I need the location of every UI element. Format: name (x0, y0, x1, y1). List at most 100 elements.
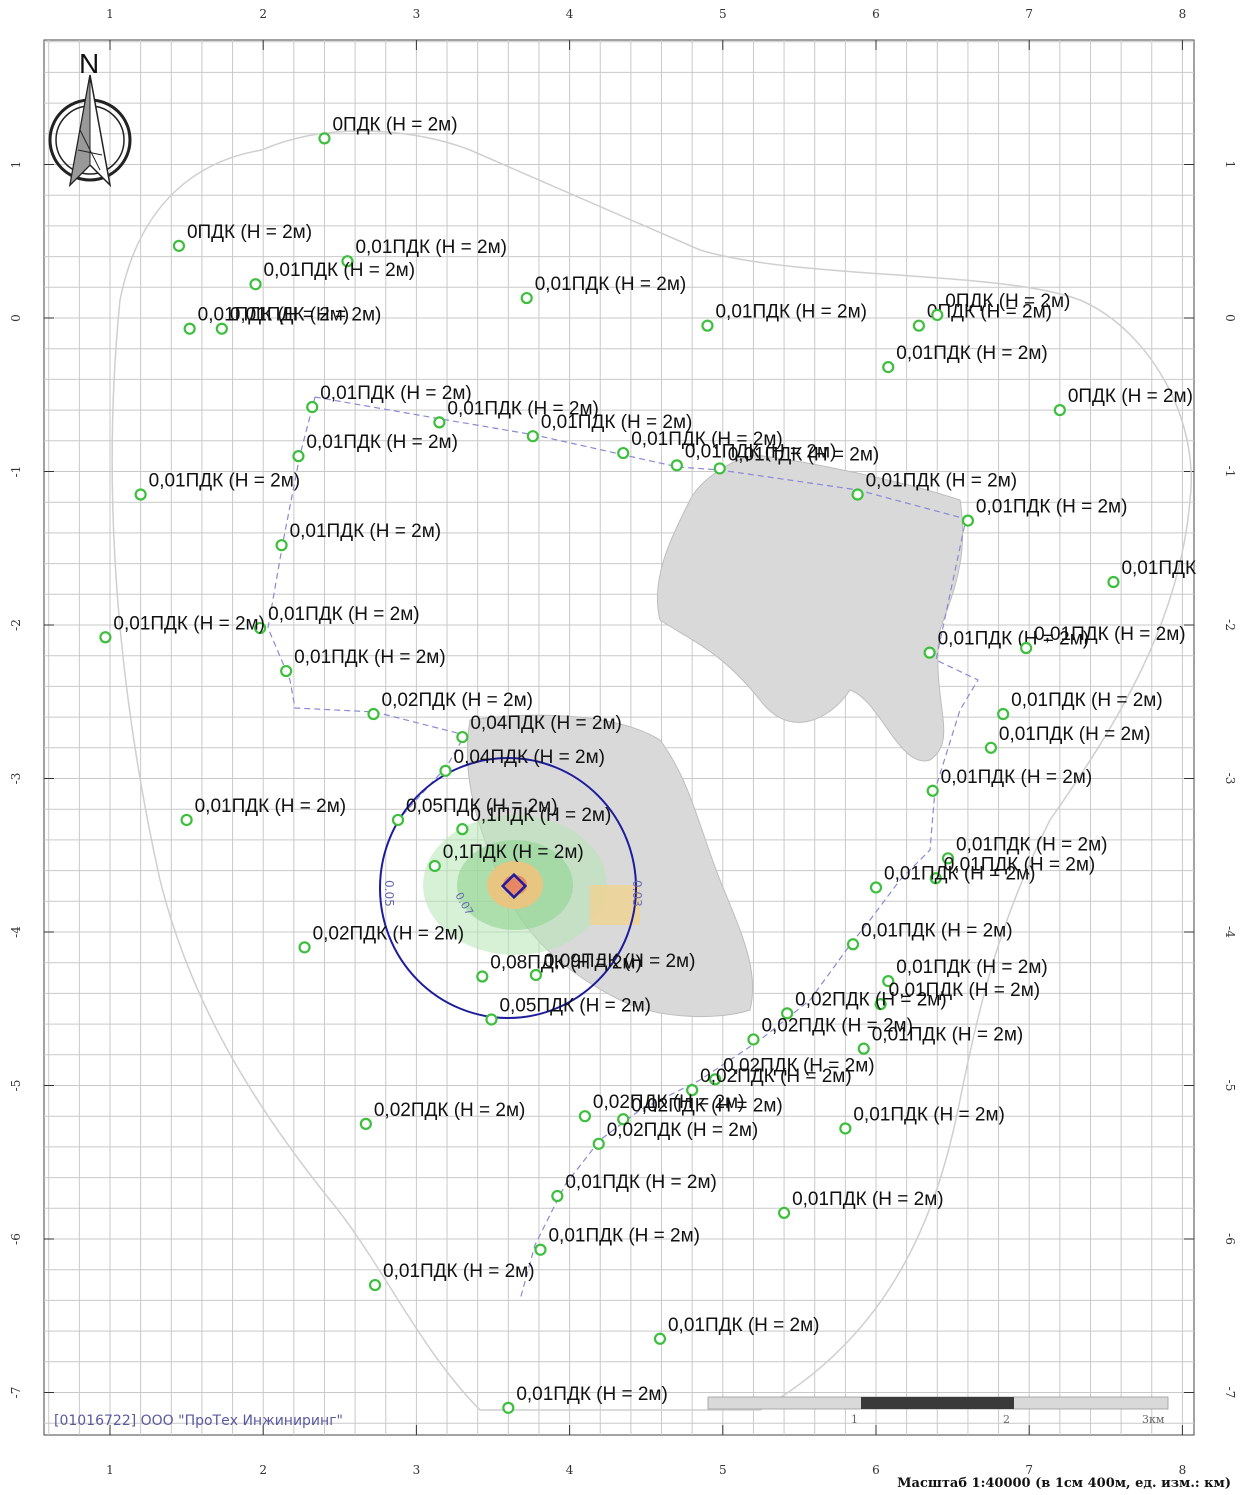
point-marker-icon[interactable] (534, 1243, 547, 1256)
point-marker-icon[interactable] (592, 1137, 605, 1150)
point-marker-icon[interactable] (882, 975, 895, 988)
calculation-point[interactable]: 0,04ПДК (Н = 2м) (456, 713, 622, 744)
calculation-point[interactable]: 0,01ПДК (Н = 2м) (254, 604, 420, 635)
calculation-point[interactable]: 0,01ПДК (Н = 2м) (923, 629, 1090, 659)
point-marker-icon[interactable] (172, 239, 186, 252)
point-marker-icon[interactable] (292, 450, 305, 463)
calculation-point[interactable]: 0,01ПДК (Н = 2м) (183, 305, 350, 335)
calculation-point[interactable]: 0,01ПДК (Н = 2м) (99, 613, 265, 644)
calculation-point[interactable]: 0,08ПДК (Н = 2м) (476, 953, 642, 983)
calculation-point[interactable]: 0ПДК (Н = 2м) (912, 302, 1052, 332)
point-marker-icon[interactable] (341, 255, 354, 268)
point-marker-icon[interactable] (433, 416, 446, 429)
calculation-point[interactable]: 0,01ПДК (Н = 2м) (882, 343, 1048, 374)
calculation-point[interactable]: 0,01ПДК (Н = 2м) (926, 767, 1093, 797)
calculation-point[interactable]: 0,02ПДК (Н = 2м) (367, 690, 534, 721)
calculation-point[interactable]: 0,01ПДК (1107, 558, 1196, 589)
point-marker-icon[interactable] (912, 319, 925, 332)
point-marker-icon[interactable] (713, 462, 726, 475)
calculation-point[interactable]: 0,01ПДК (Н = 2м) (433, 398, 599, 429)
calculation-point[interactable]: 0,01ПДК (Н = 2м) (520, 274, 687, 305)
calculation-point[interactable]: 0,05ПДК (Н = 2м) (391, 796, 558, 827)
point-marker-icon[interactable] (439, 764, 452, 777)
point-marker-icon[interactable] (874, 998, 887, 1011)
calculation-point[interactable]: 0,01ПДК (Н = 2м) (1020, 624, 1186, 655)
point-marker-icon[interactable] (997, 707, 1010, 721)
calculation-point[interactable]: 0,02ПДК (Н = 2м) (747, 1015, 913, 1046)
point-marker-icon[interactable] (254, 621, 267, 635)
point-marker-icon[interactable] (428, 859, 441, 873)
point-marker-icon[interactable] (485, 1013, 498, 1026)
point-marker-icon[interactable] (882, 361, 895, 374)
calculation-point[interactable]: 0,01ПДК (Н = 2м) (961, 497, 1128, 527)
point-marker-icon[interactable] (670, 459, 683, 472)
point-marker-icon[interactable] (1053, 404, 1066, 417)
calculation-point[interactable]: 0,01ПДК (Н = 2м) (617, 429, 783, 460)
point-marker-icon[interactable] (747, 1033, 760, 1046)
point-marker-icon[interactable] (318, 132, 331, 145)
point-marker-icon[interactable] (502, 1401, 515, 1414)
calculation-point[interactable]: 0,01ПДК (Н = 2м) (670, 441, 837, 472)
calculation-point[interactable]: 0,01ПДК (Н = 2м) (180, 796, 347, 827)
point-marker-icon[interactable] (249, 278, 262, 291)
point-marker-icon[interactable] (456, 730, 469, 744)
calculation-point[interactable]: 0,02ПДК (Н = 2м) (578, 1092, 745, 1123)
calculation-point[interactable]: 0,01ПДК (Н = 2м) (215, 305, 382, 335)
calculation-point[interactable]: 0,01ПДК (Н = 2м) (134, 471, 301, 501)
point-marker-icon[interactable] (183, 322, 196, 335)
point-marker-icon[interactable] (961, 514, 975, 527)
calculation-point[interactable]: 0,01ПДК (Н = 2м) (997, 690, 1163, 721)
emission-source-marker[interactable] (500, 872, 528, 900)
point-marker-icon[interactable] (777, 1206, 791, 1220)
point-marker-icon[interactable] (941, 852, 955, 865)
calculation-point[interactable]: 0,01ПДК (Н = 2м) (306, 383, 472, 414)
point-marker-icon[interactable] (215, 322, 228, 335)
calculation-point[interactable]: 0,01ПДК (Н = 2м) (275, 521, 442, 552)
point-marker-icon[interactable] (456, 823, 469, 836)
point-marker-icon[interactable] (617, 1113, 630, 1126)
point-marker-icon[interactable] (617, 446, 630, 460)
point-marker-icon[interactable] (869, 881, 883, 894)
calculation-point[interactable]: 0,1ПДК (Н = 2м) (456, 805, 611, 836)
calculation-point[interactable]: 0,01ПДК (Н = 2м) (502, 1384, 668, 1414)
calculation-point[interactable]: 0,01ПДК (Н = 2м) (341, 237, 507, 268)
calculation-point[interactable]: 0,01ПДК (Н = 2м) (526, 412, 693, 443)
point-marker-icon[interactable] (391, 813, 405, 827)
point-marker-icon[interactable] (984, 741, 998, 754)
point-marker-icon[interactable] (529, 968, 542, 982)
point-marker-icon[interactable] (578, 1110, 592, 1123)
point-marker-icon[interactable] (851, 488, 864, 501)
calculation-point[interactable]: 0,02ПДК (Н = 2м) (592, 1120, 759, 1150)
calculation-point[interactable]: 0,09ПДК (Н = 2м) (529, 951, 696, 982)
point-marker-icon[interactable] (857, 1042, 870, 1055)
point-marker-icon[interactable] (134, 488, 147, 501)
calculation-point[interactable]: 0ПДК (Н = 2м) (318, 114, 458, 145)
calculation-point[interactable]: 0,02ПДК (Н = 2м) (359, 1100, 526, 1130)
point-marker-icon[interactable] (931, 308, 944, 322)
point-marker-icon[interactable] (275, 539, 288, 552)
calculation-point[interactable]: 0,02ПДК (Н = 2м) (686, 1066, 852, 1097)
calculation-point[interactable]: 0,01ПДК (Н = 2м) (839, 1104, 1005, 1135)
point-marker-icon[interactable] (306, 400, 319, 414)
calculation-point[interactable]: 0,01ПДК (Н = 2м) (941, 834, 1108, 865)
calculation-point[interactable]: 0,01ПДК (Н = 2м) (534, 1226, 700, 1256)
point-marker-icon[interactable] (709, 1073, 722, 1086)
calculation-point[interactable]: 0,01ПДК (Н = 2м) (869, 863, 1036, 894)
point-marker-icon[interactable] (846, 938, 860, 951)
calculation-point[interactable]: 0,01ПДК (Н = 2м) (653, 1315, 820, 1345)
calculation-point[interactable]: 0,01ПДК (Н = 2м) (551, 1172, 717, 1203)
calculation-point[interactable]: 0,01ПДК (Н = 2м) (929, 854, 1096, 885)
calculation-point[interactable]: 0,01ПДК (Н = 2м) (984, 724, 1151, 754)
calculation-point[interactable]: 0,01ПДК (Н = 2м) (713, 444, 880, 475)
point-marker-icon[interactable] (180, 813, 193, 827)
point-marker-icon[interactable] (476, 970, 489, 983)
calculation-point[interactable]: 0,01ПДК (Н = 2м) (882, 957, 1048, 988)
calculation-point[interactable]: 0ПДК (Н = 2м) (1053, 386, 1193, 417)
calculation-point[interactable]: 0,01ПДК (Н = 2м) (701, 302, 867, 332)
calculation-point[interactable]: 0,01ПДК (Н = 2м) (292, 432, 458, 463)
point-marker-icon[interactable] (551, 1189, 564, 1203)
point-marker-icon[interactable] (923, 646, 936, 659)
point-marker-icon[interactable] (367, 707, 380, 721)
calculation-point[interactable]: 0,01ПДК (Н = 2м) (280, 647, 446, 678)
